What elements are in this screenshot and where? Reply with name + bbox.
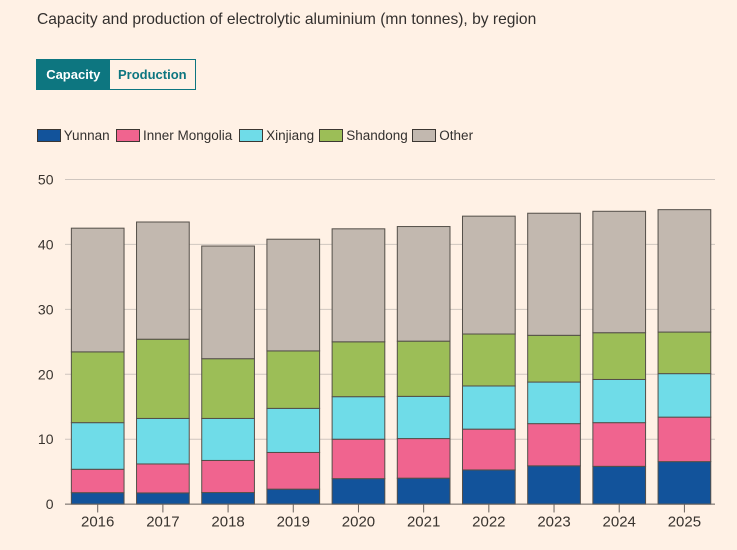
- svg-text:2023: 2023: [537, 514, 570, 531]
- svg-text:2022: 2022: [472, 514, 505, 531]
- svg-text:0: 0: [46, 496, 54, 512]
- svg-text:2017: 2017: [146, 514, 179, 531]
- svg-text:2016: 2016: [81, 514, 114, 531]
- svg-text:50: 50: [38, 171, 54, 187]
- svg-text:2019: 2019: [277, 514, 310, 531]
- svg-text:2020: 2020: [342, 514, 375, 531]
- svg-text:40: 40: [38, 236, 54, 252]
- svg-text:2021: 2021: [407, 514, 440, 531]
- svg-text:2025: 2025: [668, 514, 701, 531]
- svg-text:20: 20: [38, 366, 54, 382]
- svg-text:2024: 2024: [603, 514, 636, 531]
- svg-text:30: 30: [38, 301, 54, 317]
- svg-text:10: 10: [38, 431, 54, 447]
- svg-text:2018: 2018: [211, 514, 244, 531]
